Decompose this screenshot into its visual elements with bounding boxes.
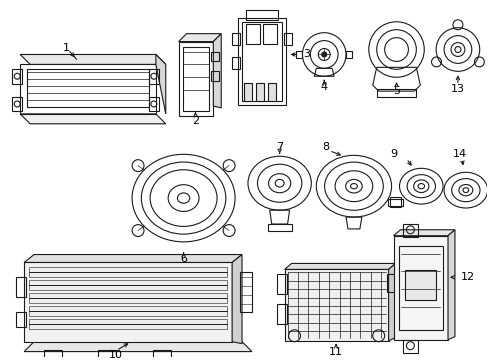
Text: 12: 12: [460, 272, 474, 282]
Bar: [276, 274, 286, 294]
Bar: [262, 24, 276, 44]
Bar: [242, 22, 281, 101]
Polygon shape: [388, 264, 395, 341]
Bar: [29, 280, 227, 290]
Bar: [386, 274, 396, 292]
Text: 10: 10: [109, 350, 123, 360]
Polygon shape: [232, 255, 242, 344]
Polygon shape: [284, 264, 395, 269]
Circle shape: [321, 52, 326, 57]
Polygon shape: [24, 262, 232, 342]
Bar: [244, 83, 251, 101]
Bar: [276, 304, 286, 324]
Bar: [403, 340, 417, 352]
Bar: [16, 312, 26, 327]
Bar: [389, 197, 401, 207]
Bar: [255, 83, 263, 101]
Bar: [267, 83, 275, 101]
Polygon shape: [393, 230, 454, 236]
Polygon shape: [213, 34, 221, 108]
Bar: [232, 58, 240, 69]
Bar: [245, 24, 259, 44]
Polygon shape: [20, 114, 165, 124]
Text: 3: 3: [302, 49, 309, 59]
Bar: [29, 306, 227, 316]
Bar: [240, 273, 251, 312]
Bar: [29, 267, 227, 277]
Bar: [178, 42, 213, 116]
Polygon shape: [24, 342, 251, 352]
Text: 2: 2: [191, 116, 199, 126]
Bar: [29, 293, 227, 303]
Text: 5: 5: [392, 86, 399, 96]
Bar: [232, 33, 240, 45]
Polygon shape: [20, 54, 165, 64]
Bar: [44, 350, 61, 360]
Bar: [29, 319, 227, 329]
Bar: [16, 277, 26, 297]
Bar: [283, 33, 291, 45]
Bar: [182, 46, 209, 111]
Polygon shape: [178, 34, 221, 42]
Bar: [403, 224, 417, 237]
Bar: [238, 18, 285, 105]
Bar: [387, 199, 403, 206]
Bar: [27, 69, 149, 107]
Bar: [153, 350, 170, 360]
Bar: [211, 71, 219, 81]
Polygon shape: [284, 269, 388, 341]
Text: 9: 9: [389, 149, 396, 158]
Bar: [405, 270, 435, 300]
Text: 4: 4: [320, 82, 327, 92]
Text: 7: 7: [276, 141, 283, 152]
Text: 8: 8: [322, 141, 329, 152]
Polygon shape: [24, 255, 242, 262]
Text: 11: 11: [328, 347, 343, 357]
Bar: [376, 89, 415, 97]
Text: 1: 1: [63, 42, 70, 53]
Bar: [211, 51, 219, 62]
Bar: [267, 224, 291, 231]
Text: 13: 13: [450, 84, 464, 94]
Bar: [398, 246, 442, 330]
Bar: [245, 10, 277, 20]
Bar: [393, 236, 447, 340]
Bar: [98, 350, 116, 360]
Text: 6: 6: [180, 255, 187, 265]
Polygon shape: [156, 54, 165, 114]
Polygon shape: [447, 230, 454, 340]
Text: 14: 14: [452, 149, 466, 158]
